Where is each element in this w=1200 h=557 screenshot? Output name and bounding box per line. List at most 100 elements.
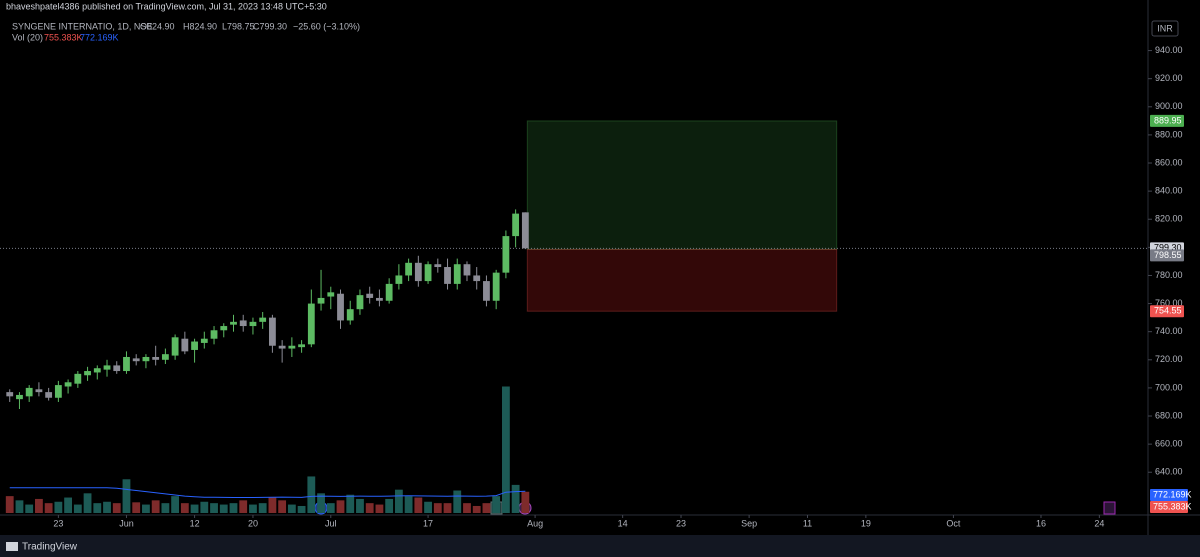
candle-body xyxy=(521,212,529,249)
volume-bar xyxy=(404,496,413,513)
volume-bar xyxy=(161,503,170,513)
currency[interactable]: INR xyxy=(1157,23,1173,33)
x-tick-label: 24 xyxy=(1094,518,1104,528)
price-tag xyxy=(1150,114,1184,127)
candle-body xyxy=(414,262,422,282)
volume-bar xyxy=(511,484,520,513)
volume-bar xyxy=(15,500,24,513)
currency-button[interactable] xyxy=(1151,20,1179,37)
x-tick-label: 23 xyxy=(53,518,63,528)
x-tick-label: 20 xyxy=(248,518,258,528)
brand-logo xyxy=(6,542,18,551)
y-tick-label: 840.00 xyxy=(1155,186,1183,196)
volume-bar xyxy=(112,503,121,513)
legend-close: C799.30 xyxy=(253,21,287,31)
x-tick-label: 11 xyxy=(803,518,812,528)
candle-body xyxy=(84,371,91,376)
candle-body xyxy=(25,387,33,397)
volume-bar xyxy=(210,503,218,513)
candle-body xyxy=(64,382,72,387)
volume-bar xyxy=(385,498,394,513)
y-tick-label: 760.00 xyxy=(1155,298,1183,308)
y-tick-label: 900.00 xyxy=(1155,101,1183,111)
legend-change: −25.60 (−3.10%) xyxy=(293,21,360,31)
volume-bar xyxy=(453,490,462,513)
candle-body xyxy=(492,272,500,301)
volume-bar xyxy=(64,497,73,513)
volume-bar xyxy=(463,503,471,513)
volume-bar xyxy=(297,505,306,513)
candle-body xyxy=(483,281,490,301)
volume-tag-label: 772.169K xyxy=(1153,489,1192,499)
stop-zone xyxy=(526,248,838,312)
price-tag xyxy=(1150,305,1184,318)
price-tag-label: 799.30 xyxy=(1154,243,1182,253)
candle-body xyxy=(181,338,189,352)
candle-body xyxy=(356,295,364,310)
y-tick-label: 720.00 xyxy=(1155,354,1183,364)
candle-body xyxy=(453,264,461,284)
legend-high: H824.90 xyxy=(183,21,217,31)
candle-body xyxy=(239,320,247,327)
vol-label: Vol (20) xyxy=(12,32,43,42)
candle-body xyxy=(385,283,393,301)
candle-body xyxy=(366,293,374,298)
x-tick-label: Sep xyxy=(741,518,757,528)
volume-ma-line xyxy=(9,487,526,499)
volume-bar xyxy=(25,504,34,513)
volume-bar xyxy=(132,502,141,513)
x-tick-label: 19 xyxy=(861,518,871,528)
volume-bar xyxy=(180,503,189,513)
candle-body xyxy=(152,356,160,360)
candle-body xyxy=(16,394,23,400)
volume-bar xyxy=(239,500,248,513)
candle-body xyxy=(327,292,335,297)
volume-bar xyxy=(492,496,501,513)
candle-body xyxy=(113,365,121,372)
volume-bar xyxy=(424,501,432,513)
x-tick-label: 14 xyxy=(618,518,628,528)
candle-body xyxy=(307,303,315,345)
volume-bar xyxy=(326,503,335,513)
candle-body xyxy=(230,321,237,325)
y-tick-label: 700.00 xyxy=(1155,382,1183,392)
volume-bar xyxy=(151,500,160,513)
candle-body xyxy=(74,373,82,384)
x-tick-label: Aug xyxy=(527,518,543,528)
price-tag-label: 889.95 xyxy=(1154,115,1182,125)
volume-bar xyxy=(5,496,14,513)
y-tick-label: 680.00 xyxy=(1155,410,1183,420)
candle-body xyxy=(259,317,267,322)
legend-symbol: SYNGENE INTERNATIO, 1D, NSE xyxy=(12,21,152,31)
volume-bar xyxy=(346,494,355,513)
volume-bar xyxy=(394,489,403,513)
footer-bar xyxy=(0,535,1200,557)
candle-body xyxy=(54,385,62,398)
candle-body xyxy=(317,297,325,304)
volume-bar xyxy=(258,503,267,513)
x-tick-label: 16 xyxy=(1036,518,1046,528)
volume-bar xyxy=(103,501,111,513)
candle-body xyxy=(424,264,432,282)
publisher: bhaveshpatel4386 published on TradingVie… xyxy=(6,1,327,11)
y-tick-label: 640.00 xyxy=(1155,467,1183,477)
volume-bar xyxy=(122,479,131,513)
volume-tag xyxy=(1150,501,1188,513)
earnings-icon[interactable] xyxy=(1103,501,1116,515)
volume-bar xyxy=(307,476,316,513)
volume-bar xyxy=(482,503,491,513)
x-tick-label: 23 xyxy=(676,518,686,528)
volume-bar xyxy=(472,505,481,513)
candle-body xyxy=(298,344,305,348)
y-tick-label: 660.00 xyxy=(1155,439,1183,449)
candle-body xyxy=(220,326,228,331)
candle-body xyxy=(337,293,344,321)
volume-bar xyxy=(35,498,43,513)
x-tick-label: Jul xyxy=(325,518,337,528)
volume-bar xyxy=(93,503,102,513)
price-tag-label: 754.55 xyxy=(1154,306,1182,316)
y-tick-label: 880.00 xyxy=(1155,129,1183,139)
candle-body xyxy=(512,213,520,237)
